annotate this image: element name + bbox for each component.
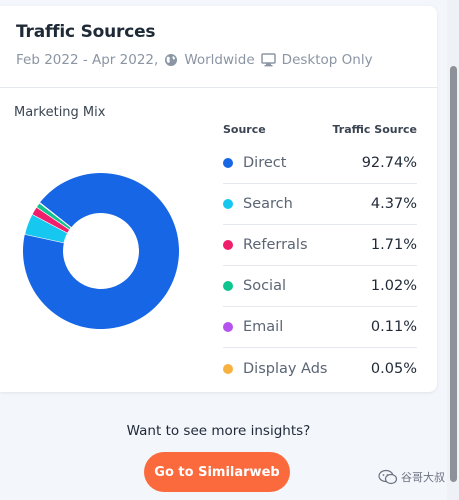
source-name-direct: Direct <box>243 155 287 171</box>
source-name-search: Search <box>243 196 293 212</box>
source-list: Direct 92.74% Search 4.37% Referrals 1.71% Soc… <box>223 143 417 389</box>
header-source: Source <box>223 123 266 136</box>
card-header: Traffic Sources Feb 2022 - Apr 2022, Wor… <box>0 6 437 88</box>
source-row-referrals: Referrals 1.71% <box>223 225 417 266</box>
region-label: Worldwide <box>184 52 255 68</box>
legend-dot-referrals <box>223 240 233 250</box>
traffic-sources-card: Traffic Sources Feb 2022 - Apr 2022, Wor… <box>0 6 437 392</box>
source-row-display-ads: Display Ads 0.05% <box>223 348 417 389</box>
source-row-search: Search 4.37% <box>223 184 417 225</box>
go-to-similarweb-button[interactable]: Go to Similarweb <box>144 452 290 492</box>
date-range: Feb 2022 - Apr 2022, <box>16 52 159 68</box>
legend-dot-direct <box>223 158 233 168</box>
filter-meta: Feb 2022 - Apr 2022, Worldwide Desktop O… <box>16 52 437 68</box>
traffic-donut-chart <box>22 173 180 329</box>
legend-dot-social <box>223 281 233 291</box>
source-value-email: 0.11% <box>370 319 417 335</box>
cta-text: Want to see more insights? <box>126 423 311 439</box>
source-row-direct: Direct 92.74% <box>223 143 417 184</box>
device-label: Desktop Only <box>281 52 373 68</box>
source-value-referrals: 1.71% <box>370 237 417 253</box>
source-value-search: 4.37% <box>370 196 417 212</box>
source-table-header: Source Traffic Source <box>223 123 417 136</box>
source-value-direct: 92.74% <box>361 155 417 171</box>
legend-dot-display-ads <box>223 363 233 374</box>
donut-slice-display-ads[interactable] <box>39 202 72 228</box>
marketing-mix-label: Marketing Mix <box>14 105 106 120</box>
source-name-email: Email <box>243 319 284 335</box>
scrollbar-thumb[interactable] <box>450 66 457 482</box>
source-name-referrals: Referrals <box>243 237 308 253</box>
globe-icon <box>164 53 178 67</box>
source-row-email: Email 0.11% <box>223 307 417 348</box>
legend-dot-search <box>223 199 233 209</box>
scrollbar[interactable] <box>447 0 459 500</box>
card-title: Traffic Sources <box>16 22 156 42</box>
wechat-icon <box>378 469 398 485</box>
source-value-social: 1.02% <box>370 278 417 294</box>
watermark: 谷哥大叔 <box>378 469 445 485</box>
desktop-icon <box>260 53 276 67</box>
source-name-social: Social <box>243 278 286 294</box>
donut-slice-direct[interactable] <box>22 173 180 329</box>
header-traffic-source: Traffic Source <box>332 123 417 136</box>
source-name-display-ads: Display Ads <box>243 360 328 377</box>
source-row-social: Social 1.02% <box>223 266 417 307</box>
source-value-display-ads: 0.05% <box>370 360 417 377</box>
watermark-text: 谷哥大叔 <box>401 471 445 484</box>
legend-dot-email <box>223 322 233 332</box>
